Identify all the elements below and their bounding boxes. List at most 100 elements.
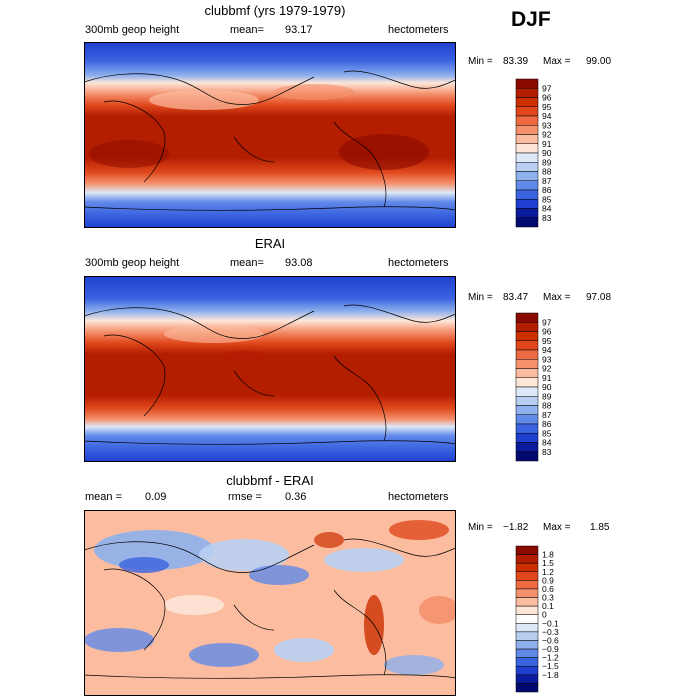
colorbar-swatch [515,605,539,615]
colorbar-swatch [515,78,539,89]
colorbar-tick-label: 86 [542,185,552,195]
colorbar-tick-label: −1.5 [542,661,559,671]
colorbar-swatch [515,648,539,658]
panel3-frame [84,510,456,696]
panel2-mean-label: mean= [230,257,264,269]
panel3-colorbar: 1.81.51.20.90.60.30.10−0.1−0.3−0.6−0.9−1… [515,545,559,693]
panel1-min-value: 83.39 [503,56,529,67]
colorbar-swatch [515,208,539,218]
colorbar-tick-label: 87 [542,176,552,186]
colorbar-swatch [515,571,539,581]
colorbar-swatch [515,597,539,607]
colorbar-swatch [515,180,539,191]
colorbar-tick-label: 92 [542,364,552,374]
panel3-coastlines [84,538,456,679]
panel1-units: hectometers [388,24,449,36]
colorbar-tick-label: 88 [542,167,552,177]
colorbar-swatch [515,580,539,590]
colorbar-swatch [515,312,539,323]
colorbar-swatch [515,331,539,341]
panel1-field [84,42,456,228]
colorbar-swatch [515,433,539,443]
colorbar-swatch [515,562,539,573]
colorbar-tick-label: 93 [542,120,552,130]
colorbar-tick-label: −1.2 [542,653,559,663]
colorbar-swatch [515,405,539,415]
colorbar-tick-label: −0.1 [542,618,559,628]
colorbar-tick-label: 84 [542,204,552,214]
panel3-max-label: Max = [543,522,571,533]
colorbar-tick-label: 89 [542,157,552,167]
panel1-field-feature [89,140,169,168]
panel1-mean-label: mean= [230,24,264,36]
colorbar-tick-label: 1.8 [542,550,554,560]
panel2-field-feature [164,325,264,343]
panel1-title: clubbmf (yrs 1979-1979) [204,3,346,18]
colorbar-swatch [515,588,539,598]
colorbar-swatch [515,377,539,388]
panel2-min-label: Min = [468,292,493,303]
colorbar-swatch [515,674,539,684]
colorbar-swatch [515,143,539,154]
colorbar-tick-label: 85 [542,428,552,438]
colorbar-tick-label: 94 [542,111,552,121]
colorbar-tick-label: 93 [542,354,552,364]
colorbar-tick-label: 90 [542,382,552,392]
panel2-max-label: Max = [543,292,571,303]
panel2-field-feature [222,351,266,361]
colorbar-tick-label: 1.2 [542,567,554,577]
colorbar-tick-label: 97 [542,317,552,327]
colorbar-tick-label: −1.8 [542,670,559,680]
colorbar-tick-label: 97 [542,83,552,93]
colorbar-swatch [515,423,539,434]
panel1-variable-label: 300mb geop height [85,24,180,36]
panel1-field-feature [274,84,354,100]
colorbar-swatch [515,368,539,378]
colorbar-tick-label: 0.3 [542,593,554,603]
colorbar-tick-label: 85 [542,194,552,204]
panel2-max-value: 97.08 [586,292,612,303]
panel2-map [84,276,456,462]
panel1-field-feature [149,90,259,110]
panel1-coastlines [84,70,456,211]
colorbar-swatch [515,451,539,462]
panel3-max-value: 1.85 [590,522,610,533]
panel3-min-value: −1.82 [503,522,529,533]
panel1-max-value: 99.00 [586,56,612,67]
colorbar-swatch [515,97,539,107]
colorbar-tick-label: −0.9 [542,644,559,654]
colorbar-swatch [515,322,539,332]
colorbar-tick-label: 83 [542,447,552,457]
colorbar-swatch [515,614,539,624]
colorbar-swatch [515,171,539,181]
colorbar-swatch [515,623,539,633]
panel2-units: hectometers [388,257,449,269]
panel1-map [84,42,456,228]
colorbar-tick-label: 88 [542,401,552,411]
colorbar-tick-label: 0.6 [542,584,554,594]
colorbar-swatch [515,340,539,351]
panel3-rmse-label: rmse = [228,491,262,503]
colorbar-tick-label: −0.3 [542,627,559,637]
colorbar-swatch [515,88,539,98]
colorbar-tick-label: 96 [542,93,552,103]
panel3-difference-features [84,520,456,675]
panel1-mean-value: 93.17 [285,24,313,36]
panel1-field-feature [339,134,429,170]
panel3-rmse-value: 0.36 [285,491,307,503]
panel3-map [84,510,456,696]
colorbar-tick-label: 1.5 [542,558,554,568]
colorbar-tick-label: 86 [542,419,552,429]
panel2-field [84,276,456,462]
panel2-coastlines [84,304,456,445]
panel3-units: hectometers [388,491,449,503]
panel2-frame [84,276,456,462]
colorbar-swatch [515,217,539,228]
colorbar-tick-label: 96 [542,327,552,337]
panel1-max-label: Max = [543,56,571,67]
panel2-variable-label: 300mb geop height [85,257,180,269]
colorbar-tick-label: 91 [542,139,552,149]
panel1-min-label: Min = [468,56,493,67]
